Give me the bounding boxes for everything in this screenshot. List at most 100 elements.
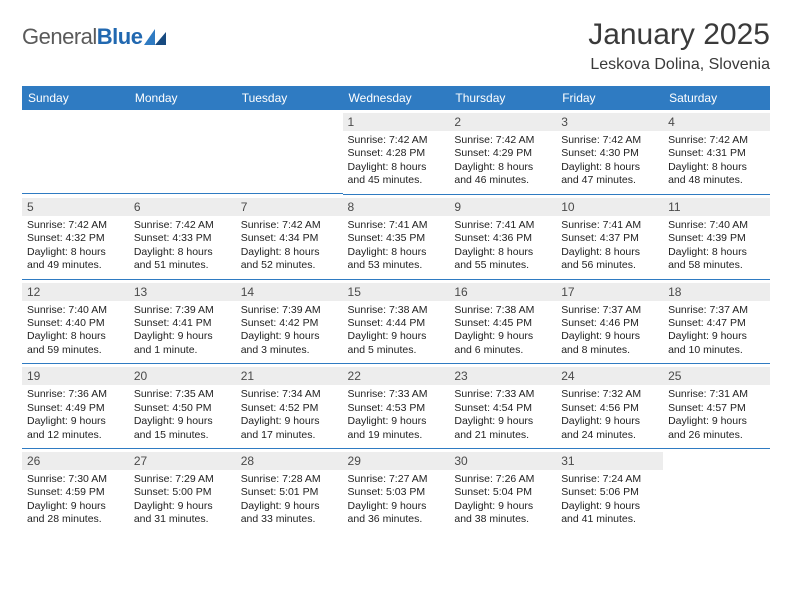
- logo-word1: General: [22, 24, 97, 49]
- info-line: Daylight: 9 hours: [668, 330, 765, 343]
- info-line: Sunset: 4:32 PM: [27, 232, 124, 245]
- info-line: Daylight: 9 hours: [134, 330, 231, 343]
- info-line: Sunset: 4:50 PM: [134, 402, 231, 415]
- calendar-cell: 30Sunrise: 7:26 AMSunset: 5:04 PMDayligh…: [449, 449, 556, 533]
- info-line: Daylight: 8 hours: [454, 161, 551, 174]
- day-info: Sunrise: 7:42 AMSunset: 4:31 PMDaylight:…: [668, 134, 765, 188]
- weekday-header: Friday: [556, 86, 663, 110]
- calendar-cell: 29Sunrise: 7:27 AMSunset: 5:03 PMDayligh…: [343, 449, 450, 533]
- cell-inner: 6 Sunrise: 7:42 AMSunset: 4:33 PMDaylight…: [129, 195, 236, 280]
- info-line: Sunset: 4:36 PM: [454, 232, 551, 245]
- day-info: Sunrise: 7:39 AMSunset: 4:41 PMDaylight:…: [134, 304, 231, 358]
- info-line: Sunset: 4:41 PM: [134, 317, 231, 330]
- day-info: Sunrise: 7:41 AMSunset: 4:37 PMDaylight:…: [561, 219, 658, 273]
- calendar-cell: 1Sunrise: 7:42 AMSunset: 4:28 PMDaylight…: [343, 110, 450, 195]
- day-info: Sunrise: 7:36 AMSunset: 4:49 PMDaylight:…: [27, 388, 124, 442]
- day-number: 15: [343, 283, 450, 301]
- info-line: Sunrise: 7:37 AM: [561, 304, 658, 317]
- calendar-cell: 12Sunrise: 7:40 AMSunset: 4:40 PMDayligh…: [22, 280, 129, 365]
- info-line: Sunrise: 7:34 AM: [241, 388, 338, 401]
- info-line: Daylight: 9 hours: [454, 330, 551, 343]
- info-line: Sunset: 4:49 PM: [27, 402, 124, 415]
- info-line: Sunrise: 7:37 AM: [668, 304, 765, 317]
- calendar-cell: 17 Sunrise: 7:37 AMSunset: 4:46 PMDayligh…: [556, 280, 663, 365]
- info-line: Sunrise: 7:42 AM: [454, 134, 551, 147]
- cell-inner: 24Sunrise: 7:32 AMSunset: 4:56 PMDayligh…: [556, 364, 663, 449]
- day-number: 6: [129, 198, 236, 216]
- calendar-cell: [236, 110, 343, 195]
- info-line: and 48 minutes.: [668, 174, 765, 187]
- day-number: 19: [22, 367, 129, 385]
- info-line: and 6 minutes.: [454, 344, 551, 357]
- day-number: 3: [556, 113, 663, 131]
- day-number: 12: [22, 283, 129, 301]
- calendar-cell: 11Sunrise: 7:40 AMSunset: 4:39 PMDayligh…: [663, 195, 770, 280]
- calendar-cell: 27Sunrise: 7:29 AMSunset: 5:00 PMDayligh…: [129, 449, 236, 533]
- calendar-cell: 5 Sunrise: 7:42 AMSunset: 4:32 PMDaylight…: [22, 195, 129, 280]
- logo-word2: Blue: [97, 24, 143, 49]
- calendar-cell: 13 Sunrise: 7:39 AMSunset: 4:41 PMDayligh…: [129, 280, 236, 365]
- info-line: Sunset: 4:35 PM: [348, 232, 445, 245]
- info-line: Sunrise: 7:27 AM: [348, 473, 445, 486]
- info-line: Sunrise: 7:39 AM: [134, 304, 231, 317]
- cell-inner: 23Sunrise: 7:33 AMSunset: 4:54 PMDayligh…: [449, 364, 556, 449]
- title-block: January 2025 Leskova Dolina, Slovenia: [588, 18, 770, 74]
- info-line: Sunrise: 7:28 AM: [241, 473, 338, 486]
- info-line: Daylight: 9 hours: [27, 500, 124, 513]
- calendar-row: 26Sunrise: 7:30 AMSunset: 4:59 PMDayligh…: [22, 449, 770, 533]
- cell-inner: 2Sunrise: 7:42 AMSunset: 4:29 PMDaylight…: [449, 110, 556, 195]
- info-line: Sunset: 5:03 PM: [348, 486, 445, 499]
- info-line: Daylight: 8 hours: [134, 246, 231, 259]
- info-line: Sunset: 4:29 PM: [454, 147, 551, 160]
- calendar-row: 19 Sunrise: 7:36 AMSunset: 4:49 PMDayligh…: [22, 364, 770, 449]
- day-number: 17: [556, 283, 663, 301]
- info-line: and 31 minutes.: [134, 513, 231, 526]
- info-line: and 52 minutes.: [241, 259, 338, 272]
- info-line: and 41 minutes.: [561, 513, 658, 526]
- info-line: Sunrise: 7:42 AM: [134, 219, 231, 232]
- info-line: Daylight: 8 hours: [27, 246, 124, 259]
- cell-inner: 10Sunrise: 7:41 AMSunset: 4:37 PMDayligh…: [556, 195, 663, 280]
- info-line: Daylight: 9 hours: [241, 330, 338, 343]
- calendar-header-row: SundayMondayTuesdayWednesdayThursdayFrid…: [22, 86, 770, 110]
- info-line: and 1 minute.: [134, 344, 231, 357]
- calendar-cell: 20Sunrise: 7:35 AMSunset: 4:50 PMDayligh…: [129, 364, 236, 449]
- day-info: Sunrise: 7:32 AMSunset: 4:56 PMDaylight:…: [561, 388, 658, 442]
- day-number: 27: [129, 452, 236, 470]
- info-line: Sunset: 5:00 PM: [134, 486, 231, 499]
- cell-inner: 15Sunrise: 7:38 AMSunset: 4:44 PMDayligh…: [343, 280, 450, 365]
- day-info: Sunrise: 7:37 AMSunset: 4:46 PMDaylight:…: [561, 304, 658, 358]
- info-line: Sunset: 4:56 PM: [561, 402, 658, 415]
- day-info: Sunrise: 7:27 AMSunset: 5:03 PMDaylight:…: [348, 473, 445, 527]
- day-info: Sunrise: 7:42 AMSunset: 4:33 PMDaylight:…: [134, 219, 231, 273]
- info-line: Daylight: 9 hours: [241, 415, 338, 428]
- info-line: Sunset: 4:39 PM: [668, 232, 765, 245]
- info-line: Sunset: 4:40 PM: [27, 317, 124, 330]
- cell-inner: [129, 110, 236, 194]
- info-line: Sunset: 4:31 PM: [668, 147, 765, 160]
- cell-inner: 5 Sunrise: 7:42 AMSunset: 4:32 PMDaylight…: [22, 195, 129, 280]
- cell-inner: 21 Sunrise: 7:34 AMSunset: 4:52 PMDayligh…: [236, 364, 343, 449]
- day-info: Sunrise: 7:30 AMSunset: 4:59 PMDaylight:…: [27, 473, 124, 527]
- info-line: and 51 minutes.: [134, 259, 231, 272]
- day-number: 13: [129, 283, 236, 301]
- info-line: Daylight: 9 hours: [454, 500, 551, 513]
- cell-inner: 28Sunrise: 7:28 AMSunset: 5:01 PMDayligh…: [236, 449, 343, 533]
- day-number: [129, 113, 236, 131]
- info-line: and 45 minutes.: [348, 174, 445, 187]
- day-number: 5: [22, 198, 129, 216]
- info-line: and 46 minutes.: [454, 174, 551, 187]
- day-number: 25: [663, 367, 770, 385]
- day-info: Sunrise: 7:42 AMSunset: 4:32 PMDaylight:…: [27, 219, 124, 273]
- cell-inner: 14Sunrise: 7:39 AMSunset: 4:42 PMDayligh…: [236, 280, 343, 365]
- day-info: Sunrise: 7:33 AMSunset: 4:53 PMDaylight:…: [348, 388, 445, 442]
- cell-inner: [663, 449, 770, 533]
- cell-inner: 12Sunrise: 7:40 AMSunset: 4:40 PMDayligh…: [22, 280, 129, 365]
- day-number: 1: [343, 113, 450, 131]
- info-line: Sunset: 4:33 PM: [134, 232, 231, 245]
- day-number: [236, 113, 343, 131]
- info-line: Sunrise: 7:40 AM: [27, 304, 124, 317]
- info-line: Sunrise: 7:30 AM: [27, 473, 124, 486]
- day-info: Sunrise: 7:34 AMSunset: 4:52 PMDaylight:…: [241, 388, 338, 442]
- day-number: 21: [236, 367, 343, 385]
